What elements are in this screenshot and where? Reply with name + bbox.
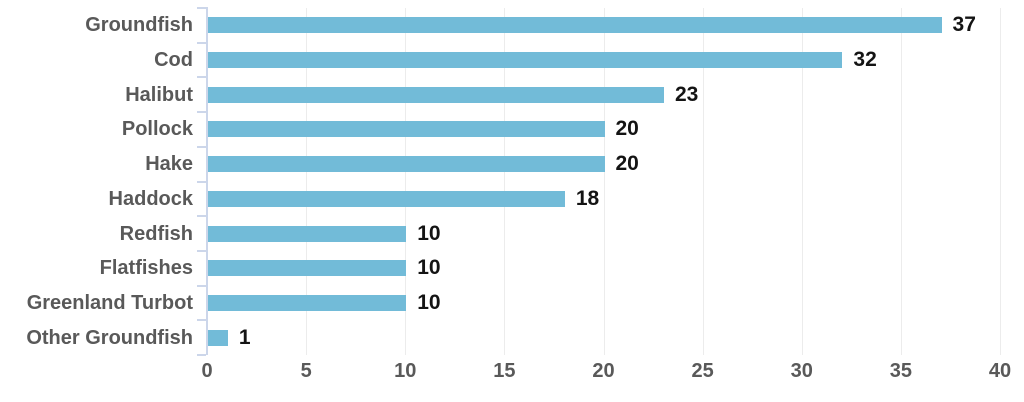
y-axis-tick	[197, 180, 206, 183]
x-axis-tick-label: 20	[592, 360, 615, 382]
y-axis-tick	[197, 41, 206, 44]
value-label: 10	[417, 256, 441, 280]
x-axis-tick-label: 0	[201, 360, 213, 382]
y-axis-tick	[197, 111, 206, 114]
value-label: 10	[417, 290, 441, 314]
y-axis-tick	[197, 7, 206, 9]
category-label: Groundfish	[85, 14, 193, 37]
value-label: 1	[238, 325, 251, 349]
category-label: Other Groundfish	[26, 326, 193, 349]
gridline	[702, 8, 704, 355]
gridline	[1000, 8, 1001, 355]
gridline	[900, 8, 902, 355]
bar	[208, 294, 407, 311]
value-label: 23	[674, 82, 699, 106]
bar	[208, 225, 407, 242]
bar	[208, 121, 605, 138]
value-label: 32	[853, 48, 877, 72]
category-label: Flatfishes	[99, 257, 193, 280]
gridline	[801, 8, 803, 355]
category-label: Haddock	[108, 187, 193, 210]
x-axis-tick-label: 40	[988, 360, 1012, 382]
gridline	[405, 8, 407, 355]
bar	[208, 260, 407, 277]
value-label: 37	[952, 13, 976, 37]
x-axis-tick-label: 25	[691, 360, 714, 382]
category-label: Halibut	[125, 83, 193, 106]
category-label: Redfish	[119, 222, 193, 245]
gridline	[504, 8, 506, 355]
y-axis-tick	[197, 215, 206, 218]
bar	[208, 52, 843, 69]
y-axis-tick	[197, 354, 206, 356]
value-label: 18	[575, 186, 600, 210]
y-axis-tick	[197, 319, 206, 322]
y-axis-line	[206, 7, 208, 355]
x-axis-tick-label: 30	[790, 360, 813, 382]
bar	[208, 86, 664, 103]
gridline	[603, 8, 605, 355]
value-label: 20	[615, 152, 639, 176]
category-label: Greenland Turbot	[26, 291, 193, 314]
category-label: Cod	[154, 49, 193, 72]
x-axis-tick-label: 15	[493, 360, 516, 382]
y-axis-tick	[197, 145, 206, 148]
value-label: 10	[417, 221, 441, 245]
x-axis-tick-label: 35	[889, 360, 912, 382]
category-label: Pollock	[121, 118, 193, 141]
y-axis-tick	[197, 76, 206, 79]
gridline	[306, 8, 308, 355]
plot-area: 37 32 23 20 20 18 10 10 10 1	[197, 7, 1001, 356]
y-axis-tick	[197, 284, 206, 287]
x-axis-tick-label: 5	[300, 360, 312, 382]
bar	[208, 190, 565, 207]
bar	[208, 329, 228, 346]
bar	[208, 156, 605, 173]
y-axis-tick	[197, 249, 206, 252]
value-label: 20	[615, 117, 639, 141]
category-label: Hake	[145, 153, 193, 176]
x-axis-tick-label: 10	[394, 360, 417, 382]
bar	[208, 17, 942, 34]
